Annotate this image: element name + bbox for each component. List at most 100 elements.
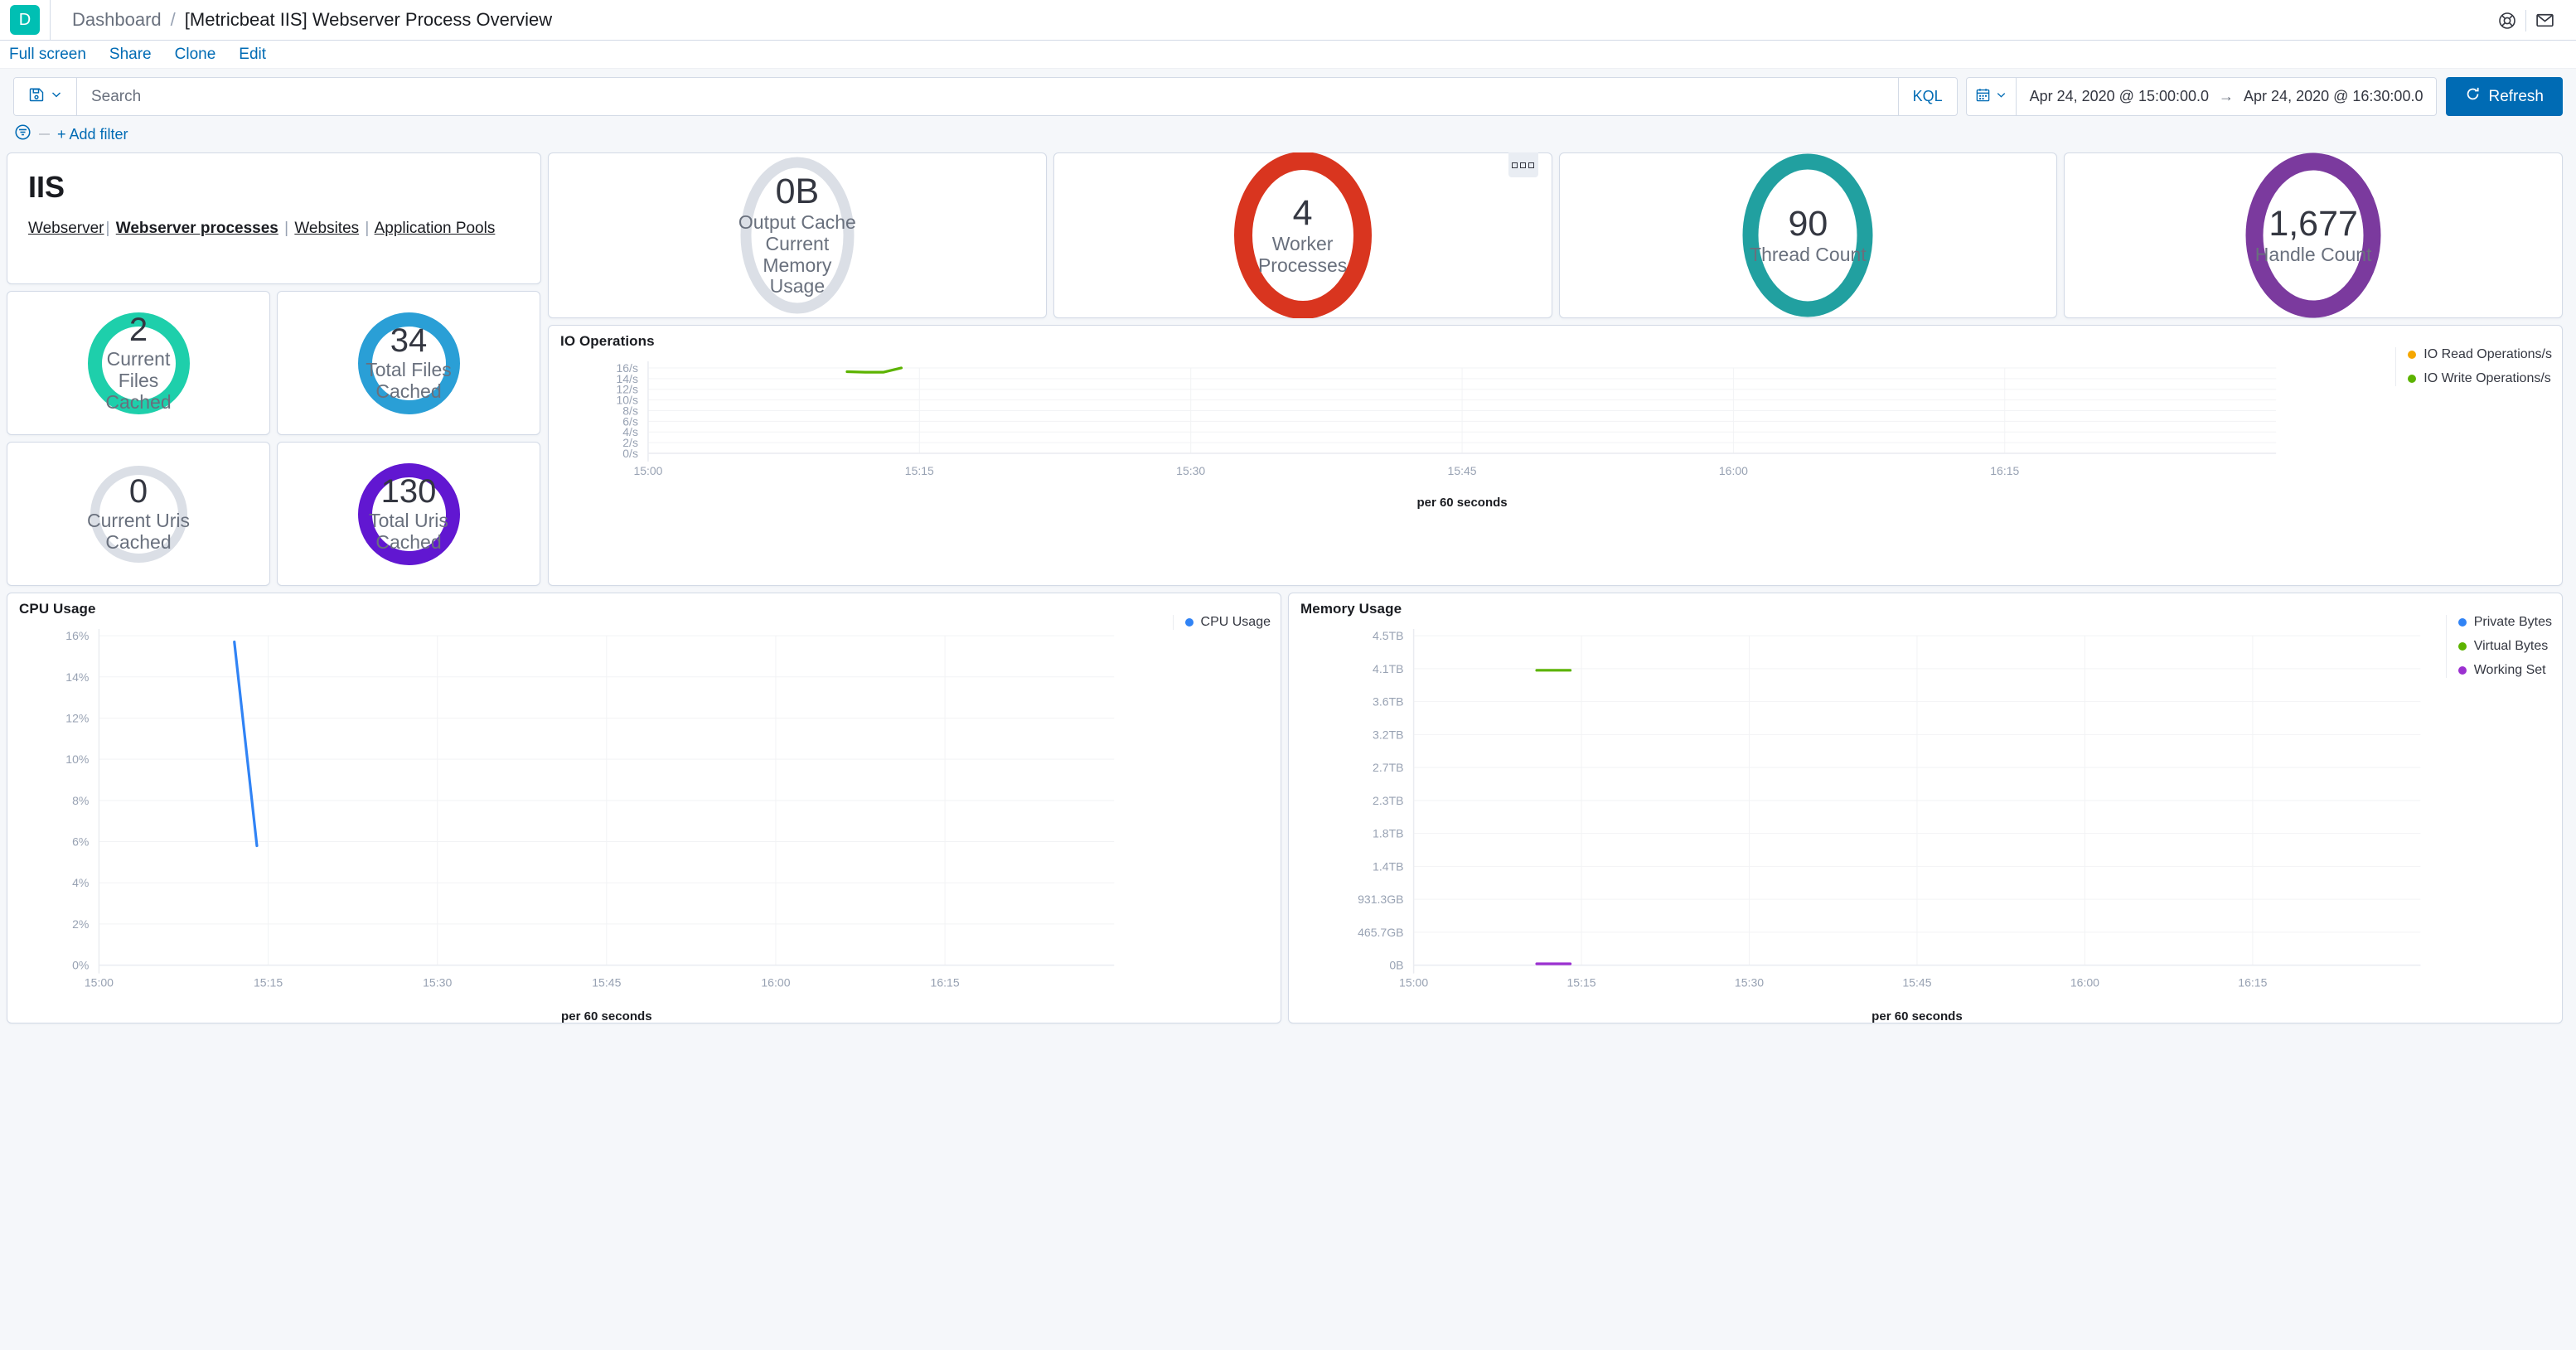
y-axis-tick-label: 4.1TB [1373,662,1403,675]
mail-envelope-icon[interactable] [2526,0,2563,41]
x-axis-tick-label: 15:30 [1176,464,1205,477]
chart-title-cpu-usage: CPU Usage [19,601,96,617]
app-header: D Dashboard / [Metricbeat IIS] Webserver… [0,0,2576,41]
chart-svg-memory-usage: 0B 465.7GB 931.3GB 1.4TB 1.8TB 2.3TB 2.7TB 3.2T… [1358,629,2421,1023]
date-range-start[interactable]: Apr 24, 2020 @ 15:00:00.0 [2029,88,2210,104]
gauge-panel-total-uris-cached[interactable]: 130 Total Uris Cached [277,442,540,586]
x-axis-caption: per 60 seconds [1871,1009,1963,1023]
chevron-down-icon [50,88,63,105]
kibana-logo-badge[interactable]: D [10,5,40,35]
gauge-ring-worker-processes [1233,152,1372,318]
legend-label-io-read: IO Read Operations/s [2423,347,2552,361]
legend-color-dot [2457,642,2467,651]
gauge-panel-output-cache-memory[interactable]: 0B Output Cache Current Memory Usage [548,152,1047,318]
legend-item-private-bytes[interactable]: Private Bytes [2457,615,2552,630]
y-axis-tick-label: 2.3TB [1373,794,1403,807]
chart-panel-io-operations: IO Operations 0/s 2/s 4/s 6/s 8/s 10/s 12/s 14/… [548,325,2563,586]
gauge-ring-output-cache-memory [740,157,855,314]
legend-item-cpu-usage[interactable]: CPU Usage [1184,615,1271,630]
gauge-panel-current-files-cached[interactable]: 2 Current Files Cached [7,291,270,435]
date-range-arrow-icon: → [2219,88,2235,104]
gauge-ring-current-files-cached [87,312,190,414]
series-line [847,368,901,372]
x-axis-tick-label: 16:00 [761,976,790,990]
gauge-panel-worker-processes[interactable]: 4 Worker Processes [1053,152,1552,318]
donut-gauge: 130 Total Uris Cached [356,462,462,567]
gauge-ring-thread-count [1742,153,1873,317]
legend-label-private-bytes: Private Bytes [2473,615,2552,629]
date-range-end[interactable]: Apr 24, 2020 @ 16:30:00.0 [2244,88,2423,104]
y-axis-tick-label: 16/s [617,361,638,375]
legend-item-io-write[interactable]: IO Write Operations/s [2408,371,2552,386]
header-icon-divider [2525,9,2526,31]
chart-panel-cpu-usage: CPU Usage 0% 2% 4% 6% 8% 10% 12% 14% 16% 15:00 15:… [7,593,1281,1023]
saved-query-button[interactable] [14,78,77,115]
series-line [235,642,257,846]
iis-link-separator-2: | [284,220,289,238]
calendar-icon [1975,87,1991,107]
gauge-panel-current-uris-cached[interactable]: 0 Current Uris Cached [7,442,270,586]
iis-link-webserver[interactable]: Webserver [28,220,104,238]
iis-links: Webserver | Webserver processes | Website… [28,220,520,238]
iis-link-separator-3: | [365,220,370,238]
y-axis-tick-label: 931.3GB [1358,893,1403,906]
date-range-display[interactable]: Apr 24, 2020 @ 15:00:00.0 → Apr 24, 2020… [2017,78,2437,115]
chart-title-memory-usage: Memory Usage [1300,601,1402,617]
big-gauge-row: 0B Output Cache Current Memory Usage [548,152,2563,318]
donut-gauge: 34 Total Files Cached [356,311,462,416]
iis-heading: IIS [28,170,65,204]
help-lifebuoy-icon[interactable] [2489,0,2525,41]
iis-link-separator-1: | [105,220,110,238]
iis-link-application-pools[interactable]: Application Pools [374,220,496,238]
full-screen-action[interactable]: Full screen [9,45,86,63]
chart-body-cpu-usage[interactable]: 0% 2% 4% 6% 8% 10% 12% 14% 16% 15:00 15:15 15:30 15:… [7,617,1281,1025]
refresh-button[interactable]: Refresh [2446,77,2563,116]
y-axis-tick-label: 2% [72,917,89,931]
y-axis-tick-label: 0/s [622,447,638,460]
x-axis-tick-label: 15:30 [423,976,452,990]
clone-action[interactable]: Clone [174,45,216,63]
date-quick-menu-button[interactable] [1967,78,2017,115]
x-axis-tick-label: 15:45 [1902,976,1931,990]
legend-label-virtual-bytes: Virtual Bytes [2473,639,2549,653]
chart-panel-memory-usage: Memory Usage 0B 465.7GB 931.3GB 1.4TB 1.8TB 2… [1288,593,2563,1023]
gauge-ring-total-uris-cached [357,462,460,565]
filter-funnel-icon[interactable] [14,123,31,145]
y-axis-tick-label: 3.6TB [1373,695,1403,709]
query-language-button[interactable]: KQL [1897,78,1957,115]
x-axis-tick-label: 16:15 [2238,976,2267,990]
chart-body-io-operations[interactable]: 0/s 2/s 4/s 6/s 8/s 10/s 12/s 14/s 16/s 15:00 15:1… [549,350,2562,511]
y-axis-tick-label: 2.7TB [1373,761,1403,774]
x-axis-tick-label: 15:45 [1448,464,1477,477]
x-axis-tick-label: 15:15 [1566,976,1595,990]
iis-link-websites[interactable]: Websites [294,220,360,238]
add-filter-button[interactable]: + Add filter [57,125,128,143]
gauge-panel-handle-count[interactable]: 1,677 Handle Count [2064,152,2563,318]
y-axis-tick-label: 2/s [622,436,638,449]
legend-item-virtual-bytes[interactable]: Virtual Bytes [2457,639,2552,654]
legend-color-dot [1184,618,1194,627]
search-input[interactable] [77,78,1898,115]
small-gauge-row-2: 0 Current Uris Cached [7,442,541,586]
gauge-ring-handle-count [2245,152,2381,318]
legend-item-working-set[interactable]: Working Set [2457,663,2552,678]
chart-title-io-operations: IO Operations [560,333,655,349]
legend-item-io-read[interactable]: IO Read Operations/s [2408,347,2552,362]
share-action[interactable]: Share [109,45,152,63]
breadcrumb-dashboard[interactable]: Dashboard [72,9,162,30]
edit-action[interactable]: Edit [239,45,267,63]
gauge-ring-current-uris-cached [90,465,187,563]
donut-gauge: 0 Current Uris Cached [86,462,191,567]
y-axis-tick-label: 16% [65,629,89,642]
panel-context-menu-icon[interactable] [1508,152,1538,177]
gauge-panel-total-files-cached[interactable]: 34 Total Files Cached [277,291,540,435]
y-axis-tick-label: 10% [65,752,89,766]
gauge-panel-thread-count[interactable]: 90 Thread Count [1558,152,2058,318]
breadcrumb: Dashboard / [Metricbeat IIS] Webserver P… [72,9,552,31]
chart-body-memory-usage[interactable]: 0B 465.7GB 931.3GB 1.4TB 1.8TB 2.3TB 2.7TB 3.2T… [1289,617,2562,1025]
x-axis-tick-label: 15:00 [633,464,662,477]
iis-link-webserver-processes[interactable]: Webserver processes [115,220,278,238]
x-axis-tick-label: 15:45 [592,976,621,990]
x-axis-caption: per 60 seconds [1416,496,1507,510]
x-axis-tick-label: 15:00 [85,976,114,990]
